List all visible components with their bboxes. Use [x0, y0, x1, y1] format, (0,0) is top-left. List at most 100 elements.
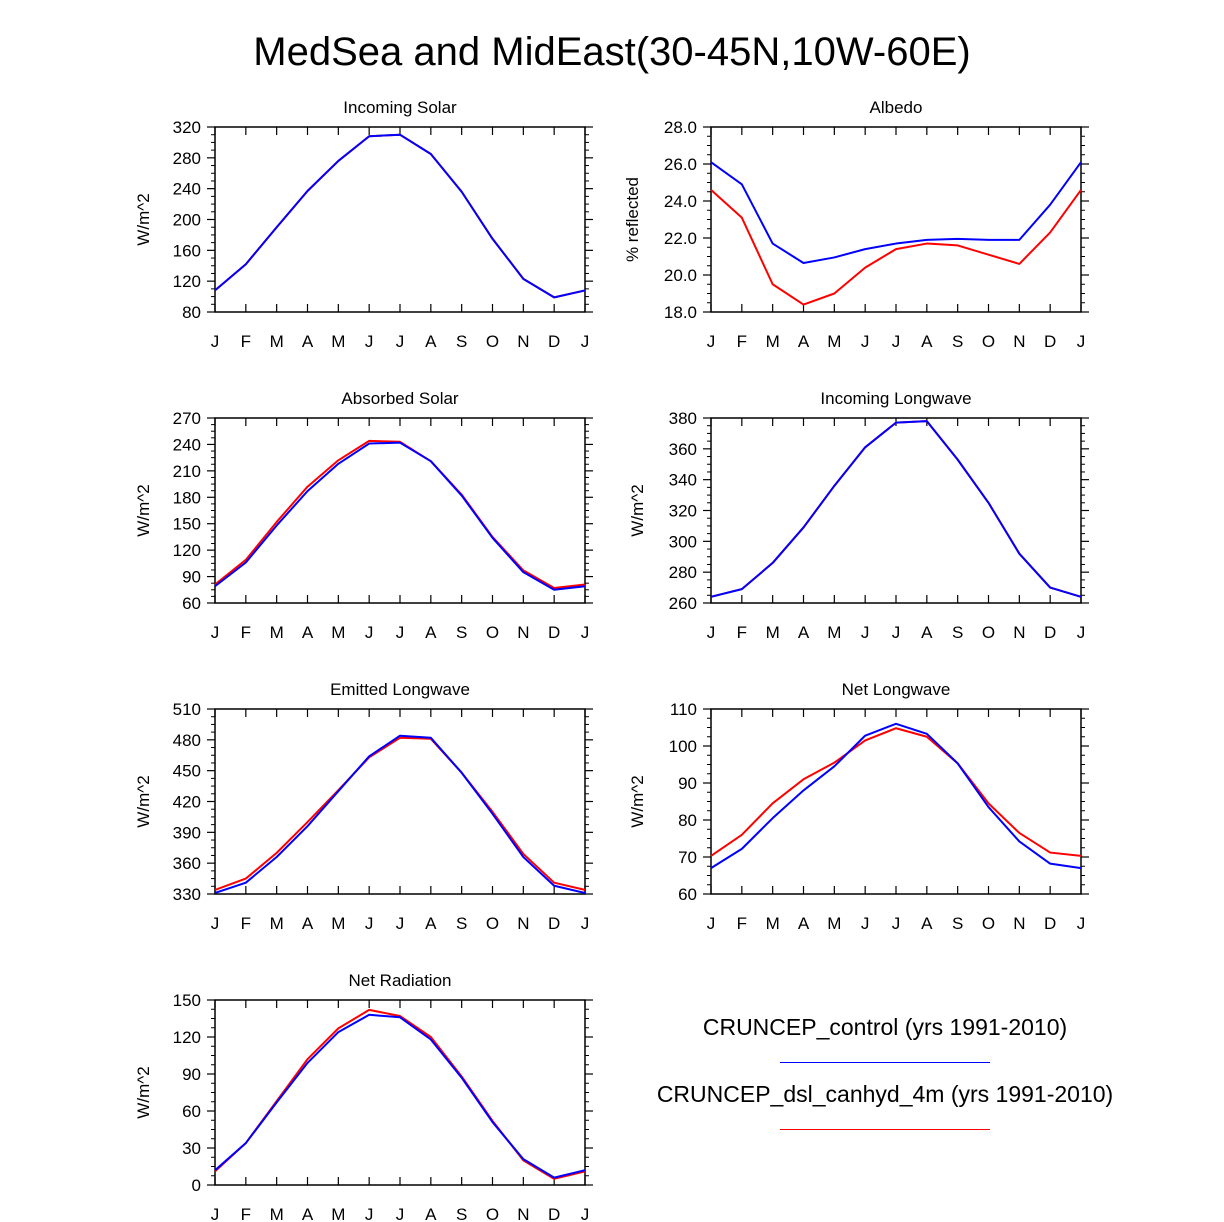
x-tick-label: J [861, 332, 870, 351]
series-line-dsl [214, 736, 586, 891]
x-tick-label: O [486, 332, 499, 351]
x-tick-label: N [517, 623, 529, 642]
x-tick-label: J [707, 623, 716, 642]
x-tick-label: J [1077, 914, 1086, 933]
x-tick-label: A [302, 623, 314, 642]
y-tick-label: 90 [678, 774, 697, 793]
y-tick-label: 180 [173, 488, 201, 507]
x-tick-label: A [798, 623, 810, 642]
x-tick-label: A [921, 623, 933, 642]
chart-title: Incoming Solar [343, 98, 457, 117]
chart-title: Albedo [870, 98, 923, 117]
y-tick-label: 340 [669, 471, 697, 490]
x-tick-label: O [982, 332, 995, 351]
x-tick-label: F [737, 332, 747, 351]
series-line-control [710, 161, 1082, 264]
x-tick-label: M [827, 332, 841, 351]
x-tick-label: O [982, 623, 995, 642]
y-tick-label: 510 [173, 700, 201, 719]
y-tick-label: 360 [669, 440, 697, 459]
x-tick-label: F [241, 623, 251, 642]
x-tick-label: N [517, 914, 529, 933]
series-line-control [214, 734, 586, 894]
x-tick-label: S [456, 332, 467, 351]
x-tick-label: M [270, 623, 284, 642]
y-tick-label: 100 [669, 737, 697, 756]
x-tick-label: D [1044, 332, 1056, 351]
series-line-dsl [214, 133, 586, 299]
chart-panel-0: J F M A M J J A S O N D J80120160200240280320Incomin… [134, 98, 593, 351]
x-tick-label: J [861, 623, 870, 642]
series-line-control [214, 133, 586, 299]
legend-label-dsl: CRUNCEP_dsl_canhyd_4m (yrs 1991-2010) [656, 1081, 1114, 1107]
y-tick-label: 60 [182, 594, 201, 613]
plot-frame [710, 126, 1082, 313]
y-axis-label: W/m^2 [134, 193, 153, 245]
x-tick-label: F [241, 914, 251, 933]
x-tick-label: A [302, 332, 314, 351]
x-tick-label: D [1044, 623, 1056, 642]
x-tick-label: J [581, 623, 590, 642]
legend-line-dsl [780, 1129, 990, 1130]
x-tick-label: O [982, 914, 995, 933]
y-axis-label: W/m^2 [134, 775, 153, 827]
y-tick-label: 380 [669, 409, 697, 428]
y-tick-label: 450 [173, 762, 201, 781]
x-tick-label: J [892, 332, 901, 351]
x-tick-label: S [952, 623, 963, 642]
x-tick-label: F [737, 914, 747, 933]
chart-panel-1: J F M A M J J A S O N D J18.020.022.024.026.028.0Alb… [623, 98, 1089, 351]
x-tick-label: J [396, 623, 405, 642]
y-tick-label: 150 [173, 991, 201, 1010]
y-tick-label: 160 [173, 241, 201, 260]
x-tick-label: N [1013, 623, 1025, 642]
x-tick-label: D [548, 332, 560, 351]
x-tick-label: F [241, 332, 251, 351]
y-tick-label: 280 [173, 149, 201, 168]
y-tick-label: 80 [678, 811, 697, 830]
x-tick-label: N [1013, 332, 1025, 351]
chart-panel-3: J F M A M J J A S O N D J260280300320340360380Incomi… [628, 389, 1089, 642]
x-tick-label: M [766, 914, 780, 933]
chart-title: Net Longwave [842, 680, 951, 699]
x-tick-label: O [486, 1205, 499, 1222]
y-tick-label: 90 [182, 568, 201, 587]
x-tick-label: M [270, 332, 284, 351]
y-tick-label: 120 [173, 541, 201, 560]
y-tick-label: 360 [173, 854, 201, 873]
x-tick-label: A [425, 1205, 437, 1222]
x-tick-label: J [396, 332, 405, 351]
x-tick-label: J [211, 623, 220, 642]
plot-frame [710, 708, 1082, 895]
x-tick-label: J [892, 914, 901, 933]
x-tick-label: A [425, 914, 437, 933]
x-tick-label: A [425, 623, 437, 642]
y-tick-label: 80 [182, 303, 201, 322]
y-tick-label: 200 [173, 211, 201, 230]
x-tick-label: N [517, 332, 529, 351]
series-line-control [710, 722, 1082, 870]
y-tick-label: 300 [669, 532, 697, 551]
x-tick-label: M [766, 623, 780, 642]
y-tick-label: 120 [173, 272, 201, 291]
chart-title: Absorbed Solar [341, 389, 459, 408]
x-tick-label: D [548, 1205, 560, 1222]
y-tick-label: 150 [173, 515, 201, 534]
x-tick-label: F [737, 623, 747, 642]
legend-label-control: CRUNCEP_control (yrs 1991-2010) [702, 1014, 1068, 1040]
x-tick-label: O [486, 914, 499, 933]
y-axis-label: W/m^2 [628, 775, 647, 827]
x-tick-label: J [365, 914, 374, 933]
y-tick-label: 260 [669, 594, 697, 613]
series-line-dsl [710, 420, 1082, 598]
x-tick-label: M [331, 914, 345, 933]
y-tick-label: 30 [182, 1139, 201, 1158]
x-tick-label: M [827, 623, 841, 642]
x-tick-label: J [892, 623, 901, 642]
page-title: MedSea and MidEast(30-45N,10W-60E) [253, 30, 971, 74]
y-axis-label: W/m^2 [628, 484, 647, 536]
series-line-dsl [214, 1008, 586, 1180]
y-tick-label: 28.0 [664, 118, 697, 137]
plot-frame [214, 999, 586, 1186]
